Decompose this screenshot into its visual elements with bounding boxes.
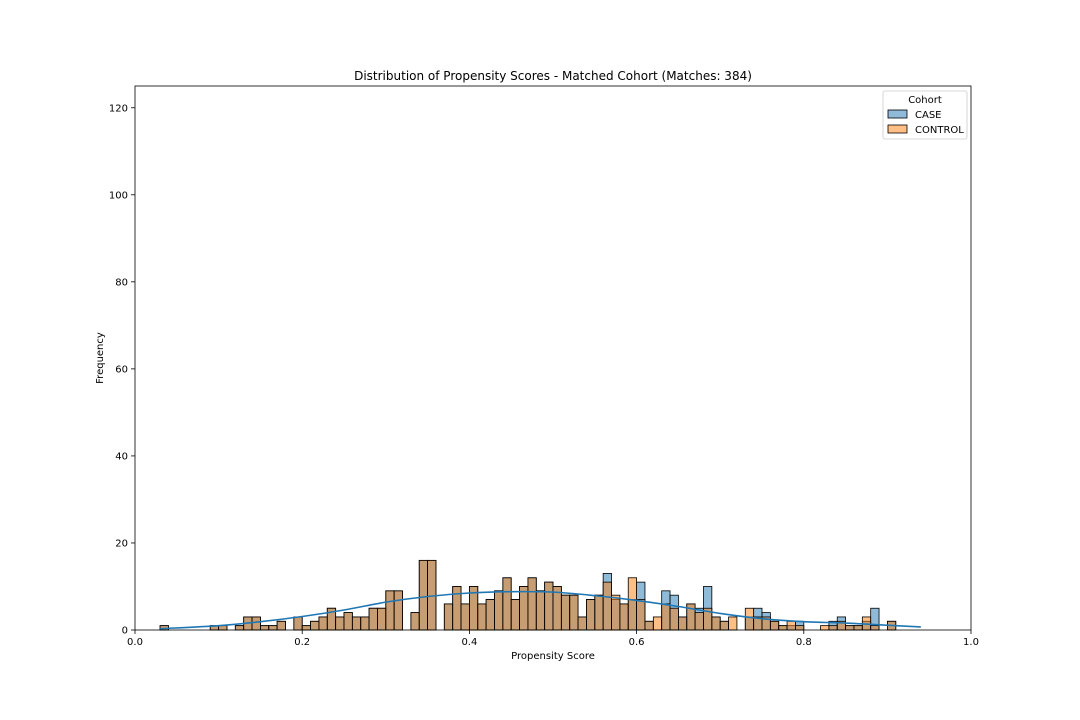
y-tick-label: 80	[115, 277, 128, 288]
control-bar-6	[259, 625, 270, 631]
control-bar-70	[845, 625, 855, 631]
control-bar-7	[268, 625, 278, 631]
x-tick-label: 0.2	[294, 637, 310, 648]
control-bar-64	[778, 625, 788, 631]
y-tick-label: 60	[115, 364, 128, 375]
control-bar-33	[510, 599, 520, 631]
control-bar-63	[769, 620, 780, 631]
control-bar-36	[535, 590, 546, 631]
control-bar-23	[418, 559, 428, 631]
control-bar-20	[385, 590, 395, 631]
x-tick-label: 0.6	[629, 637, 645, 648]
control-bar-51	[661, 603, 671, 631]
control-bar-18	[368, 607, 378, 631]
control-bar-29	[477, 603, 487, 631]
control-bar-41	[577, 616, 587, 631]
control-bar-35	[527, 577, 537, 631]
control-bar-37	[544, 581, 554, 631]
chart-title: Distribution of Propensity Scores - Matc…	[354, 69, 752, 83]
case-kde-curve	[160, 590, 921, 630]
x-axis-label: Propensity Score	[511, 651, 595, 662]
control-bar-14	[335, 616, 345, 631]
y-axis-ticks: 0 20 40 60 80 100 120	[109, 103, 135, 637]
control-bar-11	[310, 620, 320, 631]
control-bar-8	[276, 620, 286, 631]
control-bar-55	[694, 612, 704, 631]
y-tick-label: 20	[115, 538, 128, 549]
control-bar-50	[652, 616, 663, 631]
control-bar-10	[301, 625, 311, 631]
control-bar-71	[853, 625, 863, 631]
control-bar-42	[586, 599, 596, 631]
control-bar-66	[795, 625, 805, 631]
control-bar-60	[744, 607, 755, 631]
control-bar-45	[611, 594, 621, 631]
control-bar-17	[360, 616, 370, 631]
legend-label-control: CONTROL	[915, 125, 964, 136]
x-tick-label: 0.8	[796, 637, 812, 648]
y-tick-label: 40	[115, 451, 128, 462]
control-bar-48	[636, 599, 646, 631]
control-bar-49	[644, 620, 654, 631]
control-bar-31	[494, 590, 504, 631]
control-bar-34	[519, 586, 529, 631]
control-bar-46	[619, 603, 629, 631]
legend-swatch-control	[887, 124, 908, 134]
control-bar-58	[719, 620, 729, 631]
control-bar-25	[443, 603, 454, 631]
legend-title: Cohort	[908, 95, 942, 106]
control-bar-9	[293, 616, 303, 631]
control-bar-32	[502, 577, 512, 631]
control-bar-67	[820, 625, 830, 631]
x-tick-label: 1.0	[963, 637, 979, 648]
control-bar-21	[393, 590, 403, 631]
y-tick-label: 120	[109, 103, 128, 114]
control-bar-47	[627, 577, 637, 631]
control-bar-53	[678, 616, 688, 631]
control-bar-39	[560, 594, 571, 631]
control-bar-44	[602, 581, 612, 631]
control-bar-52	[669, 607, 679, 631]
plot-area-frame	[134, 85, 972, 631]
control-bar-30	[485, 599, 495, 631]
control-bar-15	[343, 612, 353, 631]
control-bars	[159, 559, 897, 631]
control-bar-40	[569, 594, 579, 631]
control-bar-19	[377, 607, 387, 631]
legend-swatch-case	[887, 109, 908, 119]
control-bar-65	[786, 620, 796, 631]
control-bar-16	[351, 616, 362, 631]
x-tick-label: 0.4	[461, 637, 477, 648]
control-bar-22	[410, 612, 420, 631]
control-bar-59	[728, 616, 738, 631]
control-bar-73	[870, 625, 880, 631]
legend-label-case: CASE	[915, 110, 942, 121]
x-axis-ticks: 0.0 0.2 0.4 0.6 0.8 1.0	[127, 630, 979, 648]
y-axis-label: Frequency	[95, 332, 106, 384]
control-bar-68	[828, 625, 838, 631]
y-tick-label: 100	[109, 190, 128, 201]
control-bar-57	[711, 616, 721, 631]
control-bar-43	[594, 594, 604, 631]
control-bar-3	[234, 625, 245, 631]
x-tick-label: 0.0	[127, 637, 143, 648]
control-bar-5	[251, 616, 261, 631]
legend: Cohort CASE CONTROL	[882, 90, 968, 140]
y-tick-label: 0	[122, 626, 128, 637]
control-bar-12	[318, 616, 328, 631]
control-bar-27	[460, 603, 470, 631]
